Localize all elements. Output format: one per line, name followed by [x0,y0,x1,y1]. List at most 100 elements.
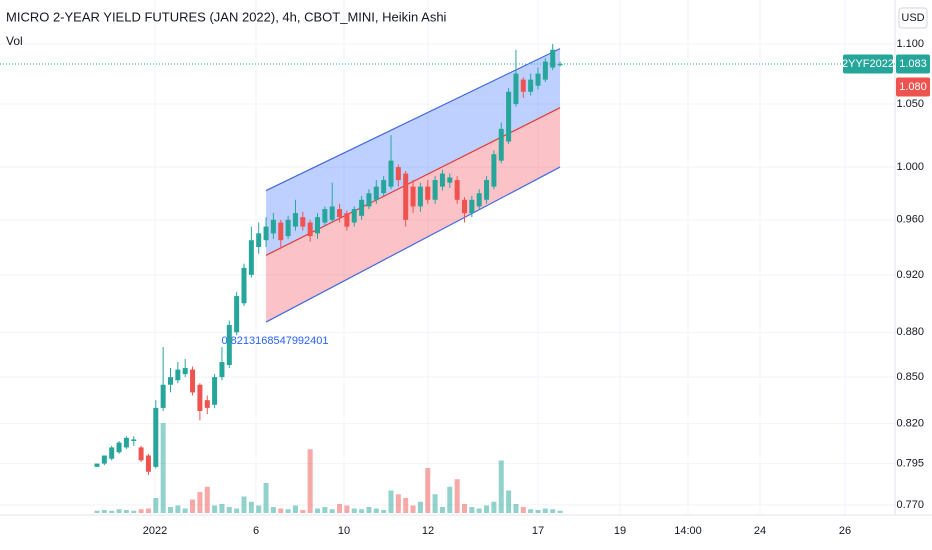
y-tick-label: 0.920 [896,269,924,281]
candle-body [388,160,394,187]
volume-bar [190,499,196,513]
volume-bar [395,494,401,513]
candle-body [506,91,512,142]
candle-body [307,222,313,237]
volume-bar [292,505,298,513]
volume-bar [542,508,548,513]
indicator-label[interactable]: Vol [6,34,23,48]
candle-body [241,267,247,304]
volume-bar [484,505,490,513]
volume-bar [417,501,423,513]
candle-body [234,296,240,333]
volume-bar [491,501,497,513]
candle-body [373,186,379,200]
candle-body [219,362,225,378]
candle-body [403,173,409,220]
volume-bar [410,505,416,513]
volume-bar [315,508,320,513]
volume-bar [351,508,357,513]
volume-bar [248,501,254,513]
candle-body [454,180,460,200]
volume-bar [123,510,129,513]
x-tick-label: 6 [253,525,259,537]
channel-upper-fill [266,48,561,256]
candle-body [557,64,563,66]
volume-bar [337,504,343,513]
volume-bar [212,505,218,513]
volume-bar [322,507,328,513]
volume-bar [182,508,188,513]
y-tick-label: 0.820 [896,417,924,429]
candle-body [109,447,115,459]
volume-bar [204,486,210,513]
candle-body [197,384,203,412]
y-tick-label: 0.770 [896,499,924,511]
candle-body [212,377,218,405]
candle-body [498,128,504,161]
symbol-tag-label: 2YYF2022 [842,58,894,70]
candle-body [190,369,196,393]
volume-bar [388,490,394,513]
candle-body [138,447,144,461]
volume-bar [300,510,306,513]
prev-close-label: 1.080 [899,81,927,93]
x-tick-label: 2022 [143,525,167,537]
candle-body [160,384,166,408]
volume-bar [138,509,144,513]
candle-body [278,222,284,241]
x-tick-label: 24 [754,525,766,537]
channel-lower-line [265,166,561,323]
volume-bar [403,498,409,513]
candle-body [248,240,254,275]
volume-bar [447,486,453,513]
volume-bar [145,508,151,513]
candle-body [182,368,188,375]
volume-bar [462,504,467,513]
volume-bar [366,507,372,513]
candle-body [410,186,416,207]
candle-body [329,206,335,220]
volume-bar [506,490,512,513]
volume-bar [550,509,556,513]
volume-bar [425,468,431,513]
candle-body [168,377,173,385]
candle-body [300,217,306,227]
volume-bar [373,508,379,513]
candle-body [145,455,151,472]
y-tick-label: 1.000 [896,161,924,173]
candle-body [366,193,372,207]
volume-bar [153,498,159,513]
chart-title: MICRO 2-YEAR YIELD FUTURES (JAN 2022), 4… [6,9,447,24]
candle-body [204,400,210,408]
currency-button[interactable] [898,7,928,29]
candle-body [417,186,423,207]
volume-bar [256,505,262,513]
candle-body [476,193,482,207]
candle-body [263,226,269,241]
candle-body [226,324,232,366]
volume-bar [197,492,203,513]
prev-close-tag [896,77,930,97]
candle-body [94,463,100,467]
last-price-tag [896,54,930,74]
volume-bar [160,423,166,513]
candle-body [131,439,137,442]
candle-body [337,209,343,218]
x-tick-label: 12 [422,525,434,537]
volume-bar [513,504,519,513]
channel-upper-line [265,48,561,192]
volume-bar [234,508,240,513]
volume-bar [270,507,276,513]
candle-body [344,213,350,227]
candle-body [101,455,107,464]
volume-bar [101,510,107,513]
candle-body [513,73,519,105]
candle-body [116,442,122,453]
x-tick-label: 14:00 [674,525,702,537]
volume-bar [432,494,438,513]
volume-bar [476,508,482,513]
currency-label[interactable]: USD [901,12,924,24]
volume-bar [116,509,122,513]
volume-bar [329,509,335,513]
